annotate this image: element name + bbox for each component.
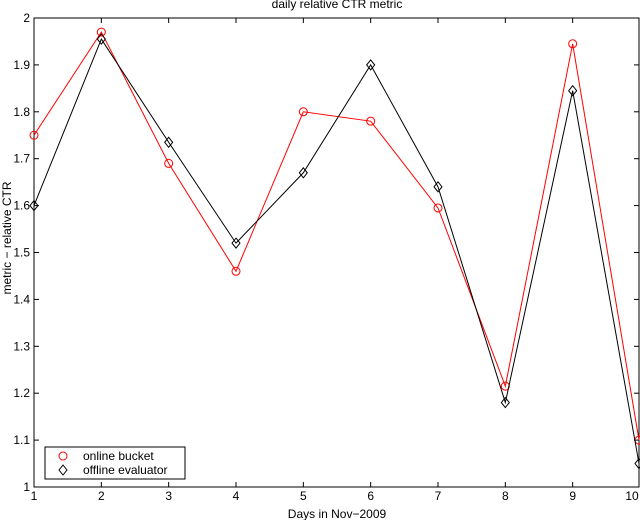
x-tick-label: 5	[300, 489, 307, 503]
legend-marker	[58, 464, 68, 476]
data-point	[366, 59, 376, 71]
legend-label: offline evaluator	[83, 463, 168, 477]
series-offline-evaluator	[29, 33, 640, 470]
chart-title: daily relative CTR metric	[272, 0, 403, 11]
y-tick-label: 1.5	[13, 246, 30, 260]
series-online-bucket	[29, 27, 640, 445]
x-tick-label: 3	[165, 489, 172, 503]
x-tick-label: 2	[98, 489, 105, 503]
legend-box	[44, 446, 186, 480]
y-tick-label: 1.1	[13, 433, 30, 447]
data-point	[29, 199, 39, 212]
y-tick-label: 1.9	[13, 58, 30, 72]
y-axis-label: metric − relative CTR	[0, 181, 14, 294]
data-point	[231, 266, 241, 276]
data-point	[298, 107, 308, 117]
series-line	[33, 38, 640, 464]
data-point	[231, 237, 241, 249]
data-point	[29, 130, 39, 140]
plot-area-frame	[33, 17, 640, 488]
data-point	[164, 136, 174, 149]
data-point	[568, 84, 578, 97]
y-tick-label: 1.7	[13, 152, 30, 166]
series-line	[33, 31, 640, 441]
y-tick-label: 1.6	[13, 199, 30, 213]
data-point	[96, 27, 106, 37]
data-point	[366, 116, 376, 126]
data-point	[500, 396, 510, 409]
x-tick-label: 6	[367, 489, 374, 503]
y-tick-label: 1.8	[13, 105, 30, 119]
y-tick-label: 1.2	[13, 386, 30, 400]
x-tick-label: 7	[435, 489, 442, 503]
y-tick-label: 2	[23, 11, 30, 25]
x-tick-label: 4	[233, 489, 240, 503]
x-tick-label: 9	[569, 489, 576, 503]
y-tick-label: 1.3	[13, 339, 30, 353]
legend-label: online bucket	[83, 449, 154, 463]
data-point	[634, 457, 640, 470]
data-point	[433, 181, 443, 193]
series-layer	[29, 27, 640, 470]
y-tick-label: 1	[23, 480, 30, 494]
data-point	[568, 39, 578, 49]
legend-marker	[58, 451, 68, 461]
axis-ticks: 1 2 3 4 5 6 7 8 9 10 1 1.1 1.2 1.3 1.4 1.5 1.6 1.7 1.8 1.9 2	[13, 11, 640, 503]
y-tick-label: 1.4	[13, 292, 30, 306]
data-point	[298, 166, 308, 179]
x-tick-label: 8	[502, 489, 509, 503]
data-point	[96, 33, 106, 45]
x-axis-label: Days in Nov−2009	[288, 507, 387, 520]
data-point	[164, 158, 174, 168]
data-point	[433, 203, 443, 213]
x-tick-label: 1	[31, 489, 38, 503]
x-tick-label: 10	[625, 489, 639, 503]
